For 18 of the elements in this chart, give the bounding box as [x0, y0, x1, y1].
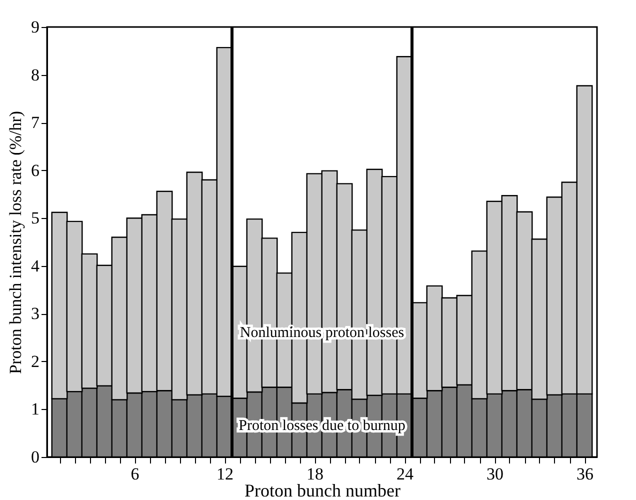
y-tick-label: 9	[31, 18, 40, 36]
y-tick-label: 2	[31, 352, 40, 371]
y-axis-title: Proton bunch intensity loss rate (%/hr)	[6, 111, 25, 374]
y-tick-label: 7	[31, 113, 40, 132]
x-tick-label: 30	[486, 464, 504, 484]
x-tick-label: 36	[576, 464, 594, 484]
x-tick-label: 24	[396, 464, 414, 484]
x-axis-title: Proton bunch number	[244, 480, 400, 500]
y-tick-label: 5	[31, 208, 40, 228]
y-tick-label: 6	[31, 160, 40, 180]
y-tick-label: 3	[31, 304, 40, 324]
y-tick-label: 4	[31, 256, 40, 276]
x-tick-label: 12	[216, 464, 234, 484]
y-tick-label: 1	[31, 400, 40, 419]
y-tick-label: 0	[31, 448, 40, 466]
y-tick-label: 8	[31, 65, 40, 84]
x-tick-label: 18	[306, 464, 324, 484]
x-tick-label: 6	[130, 464, 140, 484]
